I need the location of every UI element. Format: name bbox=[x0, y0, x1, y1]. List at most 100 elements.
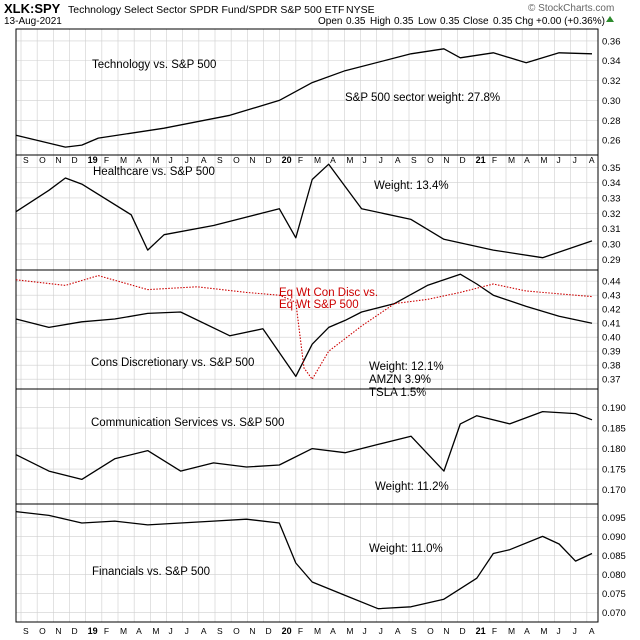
panel-annotation: Weight: 12.1% bbox=[369, 361, 444, 373]
y-tick-label: 0.39 bbox=[602, 347, 621, 358]
high-label: High bbox=[370, 16, 391, 27]
y-tick-label: 0.080 bbox=[602, 570, 626, 581]
x-tick-bottom: J bbox=[185, 626, 189, 636]
panel-label: Financials vs. S&P 500 bbox=[92, 566, 210, 578]
up-arrow-icon bbox=[606, 16, 614, 22]
x-tick-mid: O bbox=[39, 155, 46, 165]
x-tick-mid: A bbox=[330, 155, 336, 165]
x-tick-bottom: S bbox=[23, 626, 29, 636]
x-tick-bottom: F bbox=[298, 626, 303, 636]
x-tick-mid: F bbox=[104, 155, 109, 165]
x-tick-mid: S bbox=[217, 155, 223, 165]
date-label: 13-Aug-2021 bbox=[4, 16, 62, 27]
x-tick-bottom: O bbox=[427, 626, 434, 636]
close-label: Close bbox=[463, 16, 489, 27]
y-tick-label: 0.42 bbox=[602, 305, 621, 316]
x-tick-bottom: D bbox=[266, 626, 272, 636]
panel-financials: 0.070 0.075 0.080 0.085 0.090 0.095 Financials… bbox=[15, 503, 626, 623]
y-tick-label: 0.30 bbox=[602, 96, 621, 107]
low-label: Low bbox=[418, 16, 437, 27]
x-tick-bottom: N bbox=[55, 626, 61, 636]
series-line-technology bbox=[15, 48, 593, 148]
x-tick-mid: F bbox=[298, 155, 303, 165]
y-tick-label: 0.190 bbox=[602, 403, 626, 414]
x-tick-bottom: 19 bbox=[88, 626, 98, 636]
y-tick-label: 0.170 bbox=[602, 485, 626, 496]
x-tick-mid: M bbox=[314, 155, 321, 165]
x-tick-mid: A bbox=[395, 155, 401, 165]
x-tick-bottom: J bbox=[557, 626, 561, 636]
series-line-cons-discretionary bbox=[15, 273, 593, 378]
y-tick-label: 0.30 bbox=[602, 239, 621, 250]
panel-annotation: AMZN 3.9% bbox=[369, 374, 431, 386]
x-tick-mid: M bbox=[508, 155, 515, 165]
x-tick-bottom: J bbox=[363, 626, 367, 636]
y-tick-label: 0.34 bbox=[602, 56, 621, 67]
x-tick-mid: M bbox=[152, 155, 159, 165]
panel-annotation: S&P 500 sector weight: 27.8% bbox=[345, 92, 500, 104]
series-line-communication-services bbox=[15, 410, 593, 481]
x-tick-mid: 19 bbox=[88, 155, 98, 165]
x-tick-mid: J bbox=[185, 155, 189, 165]
y-tick-label: 0.180 bbox=[602, 444, 626, 455]
x-tick-bottom: J bbox=[573, 626, 577, 636]
y-tick-label: 0.175 bbox=[602, 465, 626, 476]
x-tick-mid: N bbox=[443, 155, 449, 165]
panel-label: Cons Discretionary vs. S&P 500 bbox=[91, 357, 254, 369]
x-tick-mid: A bbox=[524, 155, 530, 165]
x-tick-mid: N bbox=[55, 155, 61, 165]
x-tick-mid: M bbox=[540, 155, 547, 165]
x-tick-bottom: S bbox=[411, 626, 417, 636]
x-tick-mid: 20 bbox=[282, 155, 292, 165]
x-tick-bottom: J bbox=[169, 626, 173, 636]
panel-frame bbox=[15, 503, 599, 623]
y-tick-label: 0.44 bbox=[602, 277, 621, 288]
x-tick-mid: O bbox=[427, 155, 434, 165]
x-tick-mid: D bbox=[266, 155, 272, 165]
y-tick-label: 0.38 bbox=[602, 361, 621, 372]
x-tick-bottom: A bbox=[136, 626, 142, 636]
y-tick-label: 0.095 bbox=[602, 513, 626, 524]
series-line-financials bbox=[15, 510, 593, 610]
x-tick-mid: J bbox=[573, 155, 577, 165]
panel-label: Healthcare vs. S&P 500 bbox=[93, 166, 215, 178]
y-tick-label: 0.085 bbox=[602, 551, 626, 562]
y-tick-label: 0.29 bbox=[602, 255, 621, 266]
watermark: © StockCharts.com bbox=[528, 3, 614, 14]
x-tick-bottom: N bbox=[249, 626, 255, 636]
x-axis: S O N D 19 F M A M J J A S O N D 20 F M A M J J A S O N D 21 F M A M J J AS… bbox=[23, 155, 595, 636]
x-tick-bottom: 21 bbox=[476, 626, 486, 636]
x-tick-bottom: M bbox=[120, 626, 127, 636]
chg-value: +0.00 (+0.36%) bbox=[536, 16, 605, 27]
x-tick-bottom: M bbox=[152, 626, 159, 636]
panel-annotation: Weight: 11.0% bbox=[369, 543, 443, 555]
x-tick-bottom: A bbox=[330, 626, 336, 636]
x-tick-bottom: 20 bbox=[282, 626, 292, 636]
x-tick-mid: J bbox=[169, 155, 173, 165]
x-tick-bottom: F bbox=[104, 626, 109, 636]
x-tick-bottom: O bbox=[39, 626, 46, 636]
exchange-label: NYSE bbox=[346, 4, 375, 16]
x-tick-mid: O bbox=[233, 155, 240, 165]
x-tick-bottom: D bbox=[72, 626, 78, 636]
x-tick-bottom: A bbox=[201, 626, 207, 636]
y-tick-label: 0.36 bbox=[602, 36, 621, 47]
x-tick-mid: A bbox=[136, 155, 142, 165]
panel-communication-services: 0.170 0.175 0.180 0.185 0.190 Communication S… bbox=[15, 388, 626, 505]
y-tick-label: 0.35 bbox=[602, 163, 621, 174]
x-tick-bottom: F bbox=[492, 626, 497, 636]
x-tick-mid: 21 bbox=[476, 155, 486, 165]
x-tick-mid: S bbox=[411, 155, 417, 165]
y-tick-label: 0.28 bbox=[602, 116, 621, 127]
chg-label: Chg bbox=[515, 16, 533, 27]
y-tick-label: 0.33 bbox=[602, 193, 621, 204]
x-tick-bottom: M bbox=[508, 626, 515, 636]
x-tick-bottom: J bbox=[379, 626, 383, 636]
y-tick-label: 0.34 bbox=[602, 178, 621, 189]
panel-label: Communication Services vs. S&P 500 bbox=[91, 417, 284, 429]
high-value: 0.35 bbox=[394, 16, 414, 27]
y-tick-label: 0.32 bbox=[602, 209, 621, 220]
x-tick-bottom: M bbox=[540, 626, 547, 636]
